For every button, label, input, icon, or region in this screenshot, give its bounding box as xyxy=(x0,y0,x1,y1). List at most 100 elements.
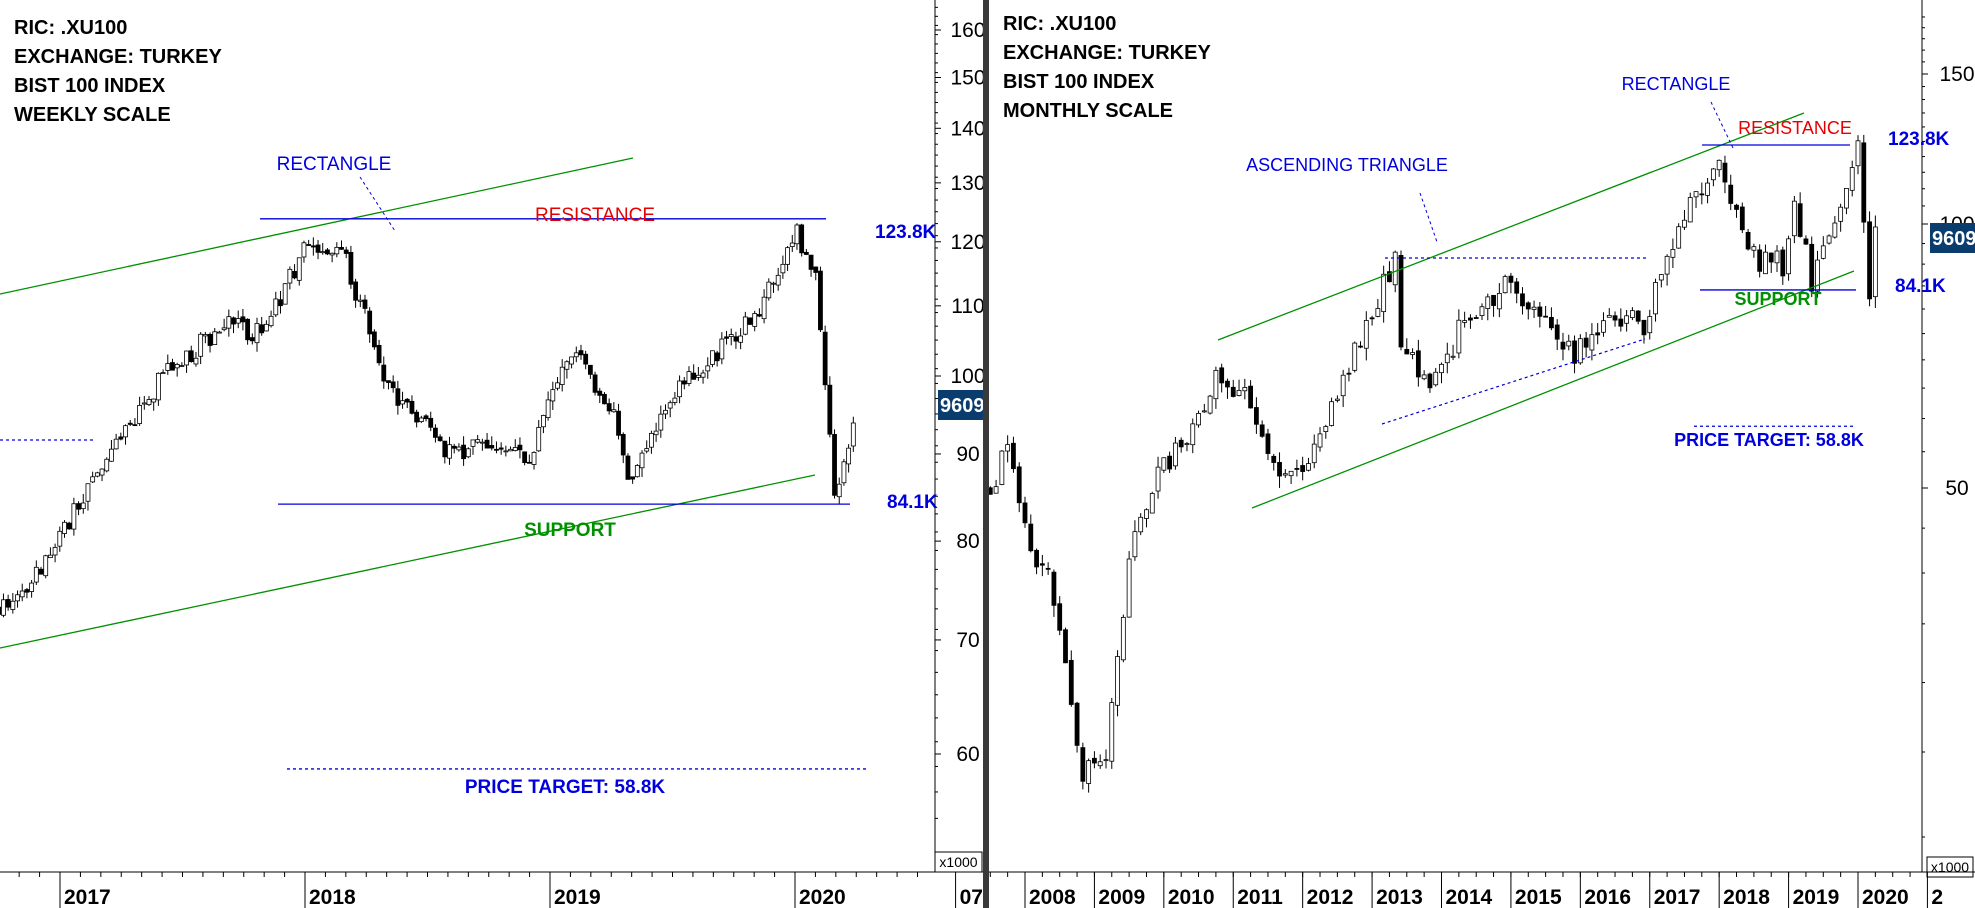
candle-down xyxy=(1491,294,1496,306)
candle-up xyxy=(1838,206,1844,222)
candle-down xyxy=(1225,380,1230,388)
candle-up xyxy=(146,399,152,406)
candle-up xyxy=(47,554,53,559)
candle-up xyxy=(1786,238,1791,275)
candle-down xyxy=(433,427,438,438)
info-exchange: EXCHANGE: TURKEY xyxy=(14,46,222,68)
candle-down xyxy=(1728,184,1734,204)
candle-down xyxy=(1057,603,1063,631)
candle-up xyxy=(475,439,481,443)
candle-down xyxy=(1583,337,1589,348)
candle-down xyxy=(691,372,697,380)
candle-up xyxy=(1138,516,1144,533)
candle-up xyxy=(846,447,852,465)
panel-divider[interactable] xyxy=(983,0,989,908)
candle-up xyxy=(193,357,199,365)
resistance-label: RESISTANCE xyxy=(1738,118,1852,138)
candle-up xyxy=(1340,374,1346,397)
candle-up xyxy=(1872,226,1878,298)
candle-down xyxy=(127,422,133,425)
candle-up xyxy=(1502,276,1508,294)
y-tick-label: 120 xyxy=(950,231,985,254)
candle-up xyxy=(113,438,119,450)
candle-down xyxy=(1300,465,1306,472)
candle-up xyxy=(320,251,326,254)
candle-up xyxy=(644,448,650,452)
info-scale: WEEKLY SCALE xyxy=(14,104,171,126)
candle-up xyxy=(1653,282,1658,315)
candle-down xyxy=(1803,238,1809,245)
candle-up xyxy=(1155,466,1161,492)
candle-down xyxy=(1248,385,1254,409)
candle-down xyxy=(38,568,44,575)
candle-down xyxy=(1768,252,1774,263)
candle-down xyxy=(1063,629,1068,664)
candle-down xyxy=(315,244,321,253)
candle-up xyxy=(456,446,462,451)
candle-down xyxy=(1294,468,1300,470)
candle-down xyxy=(1358,345,1363,348)
candle-up xyxy=(785,247,790,265)
candle-up xyxy=(667,402,673,409)
y-tick-label: 100 xyxy=(950,365,985,388)
candle-up xyxy=(1381,273,1387,313)
candle-down xyxy=(733,336,739,342)
candle-up xyxy=(1682,219,1687,228)
candle-up xyxy=(447,444,452,459)
candle-down xyxy=(1537,306,1543,317)
candle-down xyxy=(5,599,11,608)
candle-up xyxy=(677,380,682,398)
last-price-label: 9609 xyxy=(1932,228,1975,250)
candle-down xyxy=(1560,341,1566,350)
candle-up xyxy=(1323,426,1329,432)
candle-up xyxy=(90,476,96,483)
candle-up xyxy=(1710,168,1716,181)
candle-down xyxy=(832,434,837,496)
candle-up xyxy=(470,439,476,447)
candle-up xyxy=(212,331,218,345)
candle-up xyxy=(29,582,35,592)
candle-up xyxy=(649,432,654,448)
candle-up xyxy=(1450,355,1456,358)
candle-up xyxy=(1,599,6,616)
x-tick-label: 2018 xyxy=(1723,886,1770,908)
candle-down xyxy=(395,388,401,406)
candle-up xyxy=(1173,442,1178,467)
candle-down xyxy=(249,337,255,342)
candle-up xyxy=(1329,401,1334,426)
candle-down xyxy=(1520,293,1525,307)
candle-up xyxy=(1144,509,1149,519)
x-tick-label: 2010 xyxy=(1168,886,1215,908)
candle-down xyxy=(606,403,612,412)
weekly-chart-info: RIC: .XU100 EXCHANGE: TURKEY BIST 100 IN… xyxy=(14,14,222,130)
candle-up xyxy=(151,398,157,403)
candle-down xyxy=(724,336,729,339)
x-tick-label: 2019 xyxy=(1793,886,1840,908)
candle-up xyxy=(639,452,645,469)
candle-down xyxy=(1219,367,1225,384)
candle-up xyxy=(179,365,185,367)
monthly-chart-panel: 15010050x1000072008200920102011201220132… xyxy=(955,0,1975,908)
candle-down xyxy=(1861,142,1867,223)
candle-up xyxy=(1647,316,1653,334)
candle-up xyxy=(705,365,711,372)
candle-down xyxy=(66,522,72,530)
candle-up xyxy=(1629,310,1635,318)
candle-up xyxy=(742,316,748,335)
x-tick-label: 2018 xyxy=(309,886,356,908)
x-tick-label: 2009 xyxy=(1098,886,1145,908)
candle-down xyxy=(310,245,316,248)
candle-down xyxy=(583,353,589,365)
candle-up xyxy=(512,447,518,451)
y-tick-label: 150 xyxy=(1939,63,1974,86)
candle-down xyxy=(1867,221,1872,300)
candle-down xyxy=(1734,204,1739,210)
support-value-label: 84.1K xyxy=(1895,276,1946,297)
candle-up xyxy=(1201,410,1207,413)
candle-up xyxy=(80,502,86,510)
candle-up xyxy=(282,283,288,305)
candle-down xyxy=(1780,249,1786,277)
last-price-badge xyxy=(1930,223,1975,253)
monthly-chart-info: RIC: .XU100 EXCHANGE: TURKEY BIST 100 IN… xyxy=(1003,10,1211,126)
